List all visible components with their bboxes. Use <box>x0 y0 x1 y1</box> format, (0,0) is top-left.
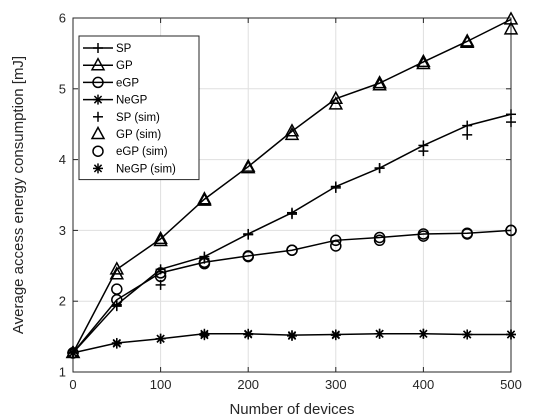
legend-label: SP <box>116 43 132 55</box>
data-point-gp-sim <box>240 160 256 174</box>
data-point-sp-sim <box>287 209 297 220</box>
data-point-sp-sim <box>506 117 516 128</box>
legend-label: eGP (sim) <box>116 146 168 158</box>
series-negp-sim <box>68 328 516 358</box>
axis-ticks: 0 100 200 300 400 500 1 2 3 4 5 6 <box>59 11 522 393</box>
legend-marker <box>90 125 106 140</box>
legend-label: NeGP <box>116 95 148 107</box>
legend-item-sp: SP <box>83 43 132 55</box>
data-point-negp-sim <box>462 329 473 340</box>
data-point-egp-sim <box>461 228 473 240</box>
series-line-gp <box>72 18 512 354</box>
legend-item-negp-sim: NeGP (sim) <box>93 163 176 175</box>
data-point-egp-sim <box>505 224 517 237</box>
data-point-sp-sim <box>418 146 429 157</box>
data-point-gp <box>328 90 344 104</box>
data-point-gp <box>153 230 168 245</box>
legend-marker <box>92 145 104 157</box>
legend-label: GP <box>116 60 133 72</box>
legend-marker <box>93 43 103 53</box>
legend: SP GP eGP NeGP SP (sim) GP (sim) eGP (sim) NeGP… <box>78 35 200 181</box>
x-tick-label: 500 <box>500 377 522 392</box>
legend-label: SP (sim) <box>116 112 160 124</box>
data-point-gp-sim <box>109 266 125 280</box>
data-point-negp-sim <box>418 328 429 339</box>
data-point-gp-sim <box>328 96 344 110</box>
data-point-gp <box>109 261 125 275</box>
data-point-gp <box>284 123 300 137</box>
data-point-egp-sim <box>154 270 167 283</box>
data-point-egp-sim <box>198 257 211 270</box>
legend-label: GP (sim) <box>116 129 161 141</box>
legend-item-gp: GP <box>83 57 133 72</box>
data-point-negp-sim <box>111 338 122 349</box>
data-point-negp-sim <box>243 329 254 340</box>
legend-item-gp-sim: GP (sim) <box>90 125 161 141</box>
legend-label: NeGP (sim) <box>116 163 176 175</box>
data-point-negp-sim <box>374 328 385 339</box>
data-point-sp-sim <box>243 229 254 240</box>
data-point-gp <box>416 53 431 68</box>
plot-area-frame <box>72 17 512 373</box>
y-tick-label: 5 <box>59 81 66 96</box>
y-tick-label: 3 <box>59 223 66 238</box>
legend-marker <box>90 57 106 71</box>
data-point-sp-sim <box>330 182 341 193</box>
data-point-gp-sim <box>416 55 431 70</box>
y-axis-label: Average access energy consumption [mJ] <box>10 56 27 334</box>
x-tick-label: 0 <box>69 377 76 392</box>
data-point-negp-sim <box>68 347 78 358</box>
legend-item-egp: eGP <box>83 76 139 89</box>
y-tick-label: 1 <box>59 365 66 380</box>
data-point-egp-sim <box>111 283 123 295</box>
series-group <box>65 11 519 359</box>
data-point-sp-sim <box>462 129 473 140</box>
legend-marker <box>93 163 103 174</box>
legend-item-negp: NeGP <box>83 94 148 107</box>
x-tick-label: 300 <box>325 377 347 392</box>
y-tick-label: 6 <box>59 11 66 26</box>
data-point-egp-sim <box>417 230 430 242</box>
data-point-gp-sim <box>372 77 387 91</box>
series-line-egp <box>72 229 512 354</box>
data-point-negp-sim <box>330 330 341 341</box>
series-gp-sim <box>65 21 519 359</box>
series-sp-sim <box>68 117 516 358</box>
data-point-gp <box>372 75 387 89</box>
legend-marker <box>93 94 103 105</box>
data-point-gp-sim <box>503 21 519 35</box>
data-point-egp-sim <box>286 244 298 256</box>
data-point-sp-sim <box>374 163 385 174</box>
data-point-egp <box>154 267 167 279</box>
x-tick-label: 100 <box>150 377 172 392</box>
x-tick-label: 400 <box>413 377 435 392</box>
data-point-negp-sim <box>199 330 210 341</box>
data-point-egp-sim <box>373 234 386 247</box>
legend-marker <box>93 111 103 122</box>
data-point-egp-sim <box>242 250 254 263</box>
x-tick-label: 200 <box>237 377 259 392</box>
legend-item-egp-sim: eGP (sim) <box>92 145 168 158</box>
y-tick-label: 4 <box>59 152 66 167</box>
data-point-negp-sim <box>155 333 166 344</box>
data-point-sp-sim <box>111 301 122 312</box>
data-point-sp <box>462 120 473 131</box>
data-point-gp-sim <box>197 192 212 206</box>
data-point-gp-sim <box>459 34 475 49</box>
legend-marker <box>92 76 104 89</box>
data-point-egp <box>330 234 342 247</box>
data-point-egp-sim <box>330 240 342 252</box>
legend-label: eGP <box>116 77 139 89</box>
y-tick-label: 2 <box>59 294 66 309</box>
legend-item-sp-sim: SP (sim) <box>93 111 160 124</box>
data-point-negp-sim <box>287 330 297 341</box>
x-axis-label: Number of devices <box>229 401 354 418</box>
data-point-gp-sim <box>153 232 168 247</box>
data-point-gp-sim <box>284 126 300 141</box>
data-point-negp-sim <box>506 329 516 340</box>
